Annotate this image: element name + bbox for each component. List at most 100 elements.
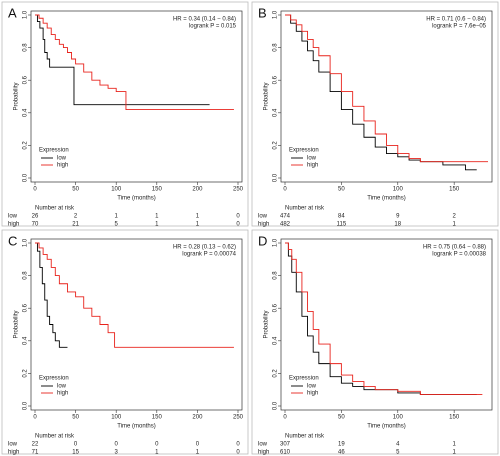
x-tick-label: 50 [338,415,345,421]
y-tick-label: 0.0 [23,401,29,410]
x-tick-label: 0 [283,187,287,193]
risk-count: 70 [32,222,39,228]
y-tick-label: 0.2 [273,141,279,150]
x-axis-label: Time (months) [367,424,405,430]
x-tick-label: 200 [192,415,203,421]
x-tick-label: 50 [72,187,79,193]
legend-title: Expression [289,148,319,154]
risk-count: 0 [115,442,119,448]
panel-border [251,1,499,227]
panel: D 0.0 0.2 0.4 0.6 0.8 1.0 0 50 100 150 Time (months… [251,229,499,456]
risk-count: 115 [337,222,347,228]
y-tick-label: 0.2 [23,369,29,378]
risk-count: 474 [280,214,291,220]
risk-count: 0 [196,442,200,448]
risk-count: 1 [155,222,159,228]
y-tick-label: 0.8 [23,43,29,52]
annotation: logrank P = 0.00074 [182,252,236,258]
x-tick-label: 0 [33,187,37,193]
risk-count: 0 [236,442,240,448]
survival-curve [285,242,477,396]
risk-count: 5 [396,450,400,456]
risk-count: 1 [115,214,119,220]
survival-curve [35,14,234,110]
risk-row-name: high [8,222,19,228]
risk-count: 71 [32,450,39,456]
risk-count: 0 [74,442,78,448]
legend-label: high [57,391,68,397]
x-tick-label: 200 [192,187,203,193]
y-tick-label: 1.0 [23,238,29,247]
x-axis-label: Time (months) [117,424,155,430]
risk-count: 21 [72,222,79,228]
legend-label: low [307,384,317,390]
y-tick-label: 0.8 [23,271,29,280]
x-tick-label: 100 [393,415,404,421]
y-tick-label: 0.6 [23,303,29,312]
survival-curve [285,242,483,396]
y-tick-label: 0.8 [273,271,279,280]
plot-frame [30,238,243,411]
risk-row-name: high [258,450,269,456]
legend-label: high [307,391,318,397]
risk-count: 2 [74,214,78,220]
y-tick-label: 0.4 [23,108,29,117]
annotation: HR = 0.71 (0.6 − 0.84) [426,17,486,23]
risk-count: 3 [115,450,119,456]
y-tick-label: 0.6 [273,75,279,84]
panel-border [1,1,249,227]
y-tick-label: 0.2 [23,141,29,150]
risk-count: 1 [452,222,456,228]
annotation: HR = 0.28 (0.13 − 0.62) [173,245,236,251]
y-tick-label: 0.4 [23,336,29,345]
annotation: logrank P = 0.015 [189,24,237,30]
y-tick-label: 1.0 [273,10,279,19]
legend-title: Expression [39,148,69,154]
x-tick-label: 100 [393,187,404,193]
risk-table-title: Number at risk [285,206,325,212]
risk-count: 610 [280,450,291,456]
legend-label: low [57,156,67,162]
y-tick-label: 0.6 [23,75,29,84]
risk-row-name: high [8,450,19,456]
legend-title: Expression [289,376,319,382]
x-tick-label: 150 [152,187,163,193]
x-tick-label: 150 [449,415,460,421]
risk-count: 22 [32,442,39,448]
risk-count: 5 [115,222,119,228]
risk-count: 1 [452,442,456,448]
panel-letter: B [258,5,267,20]
plot-frame [280,238,493,411]
x-tick-label: 0 [33,415,37,421]
annotation: HR = 0.34 (0.14 − 0.84) [173,17,236,23]
risk-count: 84 [338,214,345,220]
legend-label: low [307,156,317,162]
risk-count: 19 [338,442,345,448]
x-axis-label: Time (months) [117,196,155,202]
plot-frame [280,10,493,183]
x-tick-label: 250 [233,415,244,421]
risk-count: 9 [396,214,400,220]
risk-count: 2 [452,214,456,220]
risk-row-name: high [258,222,269,228]
panel-letter: D [258,233,267,248]
risk-count: 26 [32,214,39,220]
y-tick-label: 0.8 [273,43,279,52]
survival-curve [35,14,210,106]
y-tick-label: 0.4 [273,108,279,117]
survival-curve [35,242,68,348]
risk-count: 46 [338,450,345,456]
x-tick-label: 150 [152,415,163,421]
risk-count: 0 [236,214,240,220]
risk-count: 1 [155,214,159,220]
risk-table-title: Number at risk [35,206,75,212]
risk-count: 1 [196,214,200,220]
risk-count: 15 [72,450,79,456]
risk-count: 1 [155,450,159,456]
risk-count: 18 [394,222,401,228]
risk-count: 4 [396,442,400,448]
